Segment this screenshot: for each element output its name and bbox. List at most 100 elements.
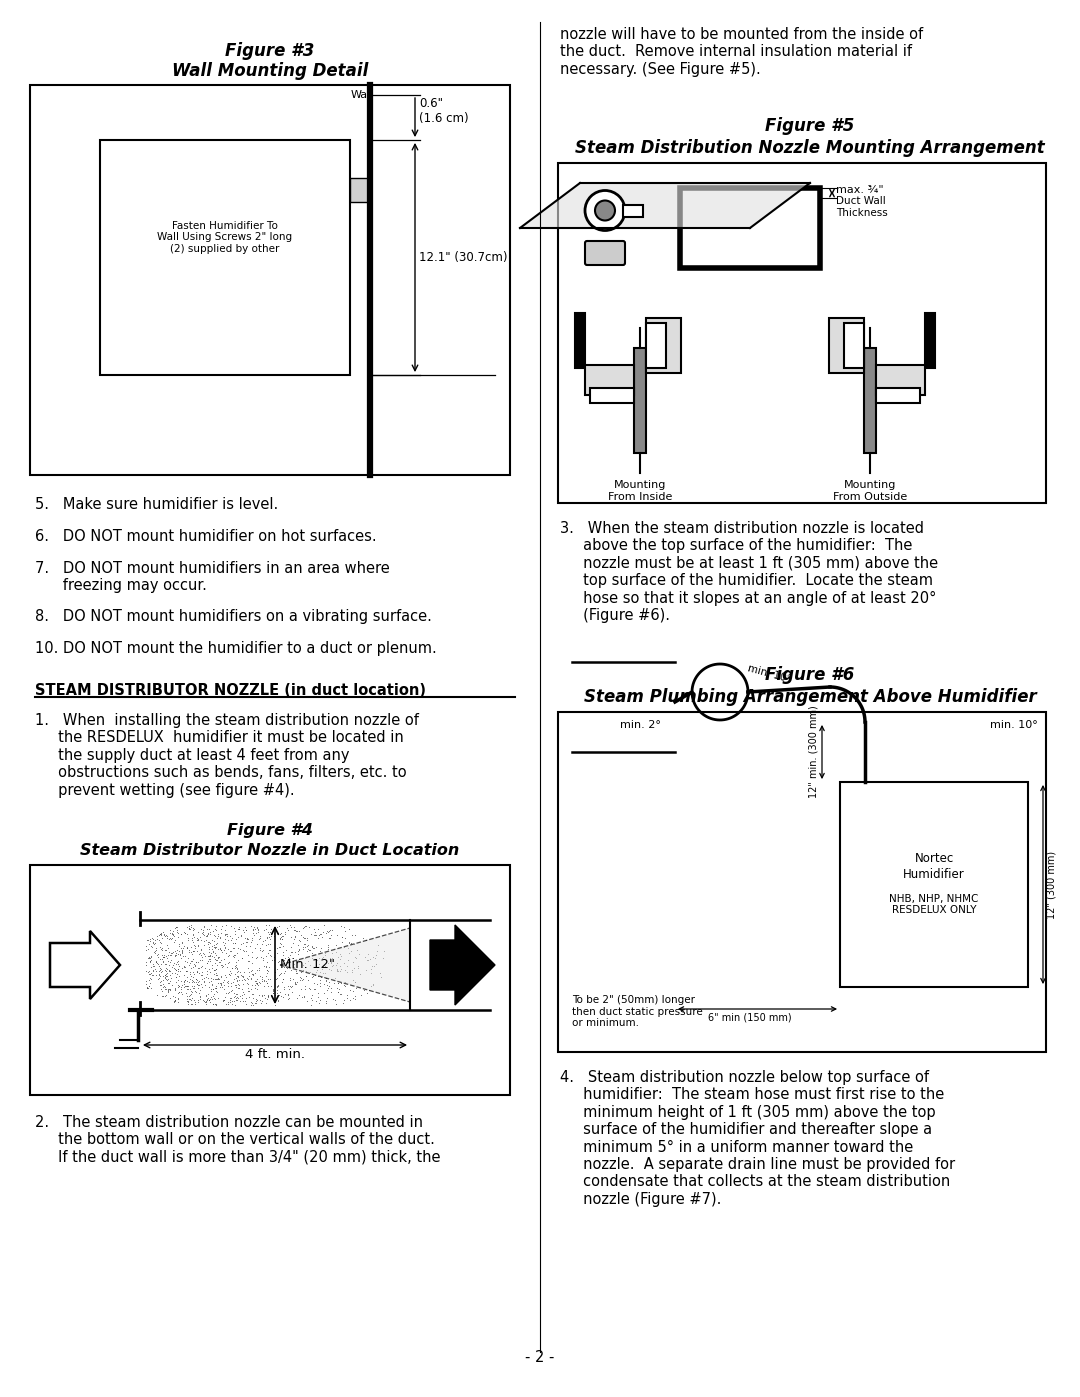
Point [321,928,338,950]
Point [208,932,226,954]
Point [268,979,285,1002]
Point [302,983,320,1006]
Point [313,965,330,988]
Point [166,990,184,1013]
Point [183,929,200,951]
Point [294,968,311,990]
Bar [843,323,864,367]
Point [171,975,188,997]
Point [195,990,213,1013]
Point [243,946,260,968]
Point [168,939,186,961]
Point [167,958,185,981]
Point [325,972,342,995]
Point [157,953,174,975]
Point [139,937,157,960]
Point [151,923,168,946]
Point [205,983,222,1006]
Text: Mounting
From Outside: Mounting From Outside [833,481,907,502]
Point [137,960,154,982]
Point [150,923,167,946]
Point [205,942,222,964]
Point [308,990,325,1013]
Point [214,989,231,1011]
Point [190,971,207,993]
Point [267,961,284,983]
Point [327,993,345,1016]
Point [229,986,246,1009]
Point [207,958,225,981]
Point [292,968,309,990]
Point [148,943,165,965]
Point [268,958,285,981]
Point [213,954,230,977]
Point [220,950,238,972]
Text: NHB, NHP, NHMC
RESDELUX ONLY: NHB, NHP, NHMC RESDELUX ONLY [889,894,978,915]
Point [282,977,299,999]
Point [265,946,282,968]
Point [222,972,240,995]
Point [259,983,276,1006]
Point [321,958,338,981]
Polygon shape [280,928,410,1002]
Point [261,932,279,954]
Point [206,918,224,940]
Point [307,978,324,1000]
Point [206,977,224,999]
Point [157,953,174,975]
Point [275,956,293,978]
Point [237,926,254,949]
Point [241,961,258,983]
Point [145,953,162,975]
Point [207,978,225,1000]
Polygon shape [519,183,810,228]
Point [217,914,234,936]
Point [362,963,379,985]
Point [315,982,333,1004]
Point [164,963,181,985]
Point [243,968,260,990]
Point [254,939,271,961]
Point [180,985,198,1007]
Point [261,967,279,989]
Point [162,949,179,971]
Point [206,951,224,974]
Point [211,951,228,974]
Point [257,954,274,977]
Point [287,925,305,947]
Point [207,950,225,972]
Point [175,956,192,978]
Point [170,988,187,1010]
Point [341,978,359,1000]
Bar [876,388,920,402]
Point [323,956,340,978]
Point [238,940,255,963]
Point [140,933,158,956]
Point [156,964,173,986]
Point [251,971,268,993]
Point [213,915,230,937]
Point [289,939,307,961]
Point [347,985,364,1007]
Point [157,968,174,990]
Text: Min. 12": Min. 12" [280,958,335,971]
Text: STEAM DISTRIBUTOR NOZZLE (in duct location): STEAM DISTRIBUTOR NOZZLE (in duct locati… [35,683,426,698]
Point [293,986,310,1009]
Point [191,942,208,964]
Point [150,956,167,978]
Point [171,935,188,957]
Point [157,978,174,1000]
Point [178,982,195,1004]
Point [333,946,350,968]
Point [210,967,227,989]
Point [288,971,306,993]
Point [192,929,210,951]
Point [229,950,246,972]
Point [175,921,192,943]
Point [349,957,366,979]
Point [178,985,195,1007]
Point [212,922,229,944]
Text: Figure #5: Figure #5 [766,117,854,136]
Point [161,944,178,967]
Point [218,971,235,993]
